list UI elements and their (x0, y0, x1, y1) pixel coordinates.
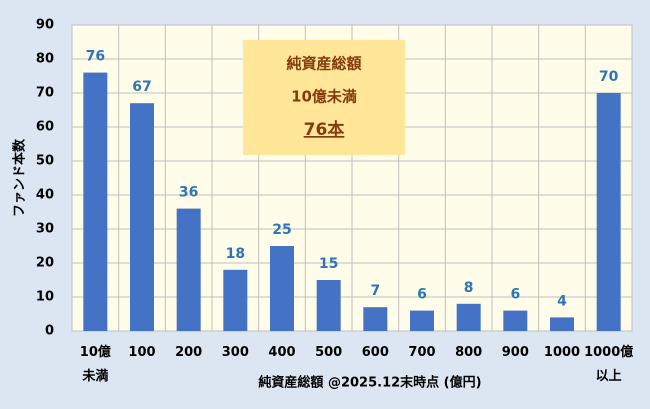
data-label: 6 (417, 287, 427, 303)
x-tick-label: 800 (455, 345, 483, 360)
data-label: 4 (557, 293, 567, 309)
bar (176, 208, 201, 331)
annotation-box (243, 40, 405, 155)
y-tick-label: 10 (36, 290, 54, 305)
y-tick-label: 50 (36, 154, 54, 169)
data-label: 8 (464, 280, 474, 296)
bar (410, 310, 434, 331)
data-label: 36 (179, 185, 198, 201)
bar (223, 269, 248, 331)
bar (83, 72, 108, 331)
bar (130, 103, 154, 331)
y-tick-label: 90 (36, 18, 54, 33)
y-tick-label: 0 (45, 324, 54, 339)
bar (550, 317, 574, 331)
bar (456, 303, 481, 331)
annotation-text: 76本 (304, 119, 345, 140)
data-label: 25 (272, 222, 291, 238)
x-tick-label: 1000億 以上 (584, 345, 634, 384)
annotation-text: 純資産総額 (286, 55, 361, 73)
data-label: 18 (226, 246, 245, 262)
x-tick-label: 600 (361, 345, 389, 360)
x-tick-label: 500 (315, 345, 343, 360)
y-tick-label: 70 (36, 86, 54, 101)
x-tick-label: 100 (128, 345, 156, 360)
bar (270, 246, 294, 331)
bar (503, 310, 528, 331)
annotation-text: 10億未満 (291, 88, 357, 106)
y-tick-label: 40 (36, 188, 54, 203)
data-label: 15 (319, 256, 338, 272)
data-label: 76 (86, 49, 105, 65)
x-axis-title: 純資産総額 @2025.12末時点 (億円) (258, 375, 481, 391)
data-label: 7 (370, 283, 380, 299)
bar (363, 307, 388, 331)
x-tick-label: 700 (408, 345, 436, 360)
x-tick-label: 10億 未満 (79, 345, 111, 384)
data-label: 6 (510, 287, 520, 303)
x-tick-label: 300 (221, 345, 249, 360)
x-tick-label: 400 (268, 345, 296, 360)
y-tick-label: 60 (36, 120, 54, 135)
y-tick-label: 80 (36, 52, 54, 67)
y-tick-label: 20 (36, 256, 54, 271)
data-label: 70 (599, 69, 619, 85)
x-tick-label: 200 (175, 345, 203, 360)
x-tick-label: 1000 (543, 345, 581, 360)
x-tick-label: 900 (501, 345, 529, 360)
data-label: 67 (132, 79, 151, 95)
y-tick-label: 30 (36, 222, 54, 237)
bar (316, 280, 341, 331)
y-axis-title: ファンド本数 (12, 138, 28, 217)
bar (596, 93, 621, 331)
